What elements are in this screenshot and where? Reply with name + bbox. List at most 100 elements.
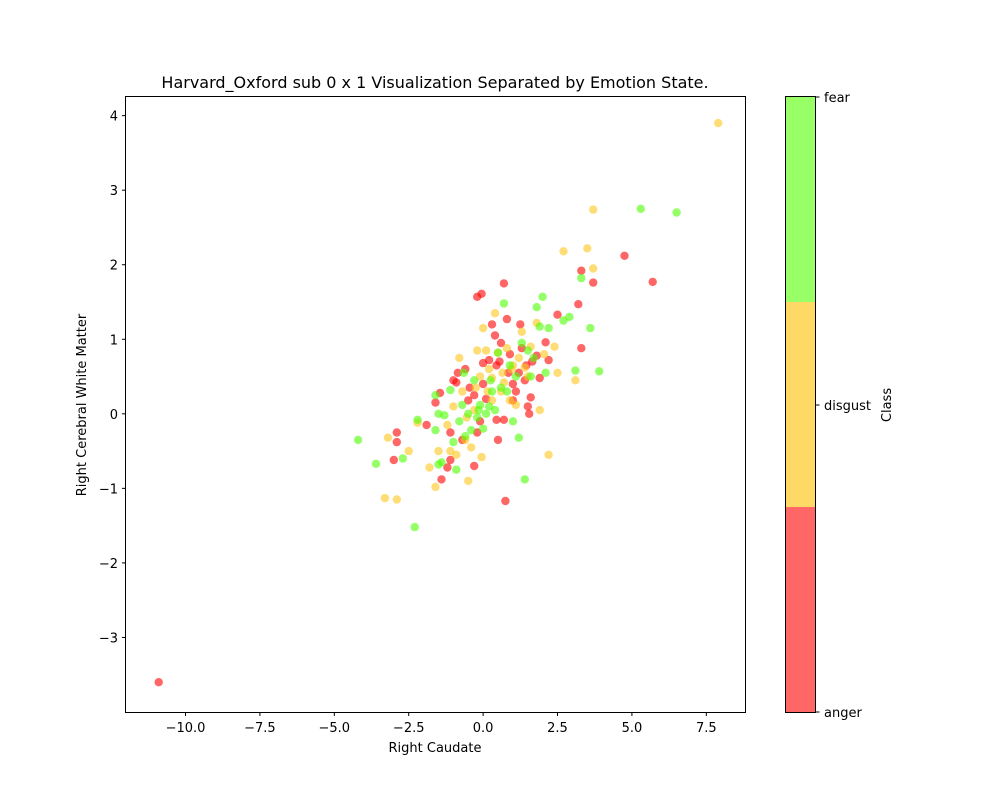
point-disgust-47 bbox=[380, 493, 390, 503]
point-fear-14 bbox=[520, 475, 529, 484]
point-anger-43 bbox=[511, 387, 521, 396]
point-disgust-40 bbox=[434, 446, 443, 456]
point-anger-35 bbox=[499, 279, 509, 288]
point-fear-43 bbox=[431, 426, 440, 435]
point-anger-0 bbox=[154, 678, 163, 687]
point-anger-2 bbox=[392, 437, 401, 447]
point-fear-34 bbox=[461, 432, 470, 441]
point-fear-12 bbox=[529, 353, 538, 363]
y-tick-label: −2 bbox=[99, 557, 118, 572]
x-tick-label: 7.5 bbox=[696, 721, 717, 736]
x-tick-label: 5.0 bbox=[622, 721, 643, 736]
point-fear-32 bbox=[467, 426, 476, 435]
point-fear-31 bbox=[470, 376, 479, 385]
point-anger-36 bbox=[499, 415, 509, 424]
point-fear-21 bbox=[499, 299, 509, 308]
point-disgust-45 bbox=[392, 495, 401, 504]
point-disgust-41 bbox=[431, 482, 440, 492]
point-disgust-0 bbox=[714, 118, 723, 128]
point-anger-3 bbox=[389, 455, 398, 465]
point-anger-19 bbox=[470, 461, 479, 471]
point-fear-48 bbox=[371, 459, 381, 468]
point-fear-45 bbox=[413, 415, 422, 424]
point-anger-31 bbox=[492, 415, 501, 424]
point-anger-28 bbox=[487, 320, 497, 329]
point-anger-7 bbox=[437, 475, 446, 484]
x-tick-label: −7.5 bbox=[244, 721, 276, 736]
point-fear-37 bbox=[452, 465, 461, 474]
point-disgust-46 bbox=[383, 433, 393, 442]
point-disgust-7 bbox=[550, 342, 559, 351]
point-anger-8 bbox=[443, 463, 452, 472]
colorbar-label-disgust: disgust bbox=[824, 399, 871, 414]
point-fear-33 bbox=[464, 409, 473, 418]
point-anger-50 bbox=[525, 409, 534, 418]
point-anger-63 bbox=[648, 277, 657, 287]
point-fear-4 bbox=[595, 367, 604, 376]
colorbar-label-anger: anger bbox=[824, 706, 862, 721]
colorbar-segment-fear bbox=[785, 97, 815, 302]
plot-frame bbox=[125, 96, 746, 713]
point-disgust-12 bbox=[520, 363, 529, 372]
point-fear-54 bbox=[541, 368, 550, 377]
x-tick-label: 2.5 bbox=[547, 721, 568, 736]
y-tick-label: −1 bbox=[99, 482, 118, 497]
point-disgust-38 bbox=[446, 446, 455, 456]
point-anger-54 bbox=[535, 373, 544, 383]
point-fear-1 bbox=[672, 208, 681, 217]
point-fear-5 bbox=[571, 366, 580, 375]
point-anger-61 bbox=[589, 278, 598, 287]
point-fear-11 bbox=[532, 303, 541, 312]
point-anger-59 bbox=[577, 266, 586, 275]
x-axis-label: Right Caudate bbox=[389, 741, 482, 756]
x-tick-label: 0.0 bbox=[473, 721, 494, 736]
point-anger-41 bbox=[508, 379, 518, 389]
point-disgust-17 bbox=[505, 396, 515, 405]
point-anger-9 bbox=[446, 428, 455, 437]
point-anger-34 bbox=[496, 338, 506, 348]
point-fear-42 bbox=[434, 409, 443, 418]
point-anger-17 bbox=[465, 383, 474, 392]
point-disgust-31 bbox=[467, 443, 476, 452]
point-disgust-26 bbox=[481, 346, 491, 355]
point-disgust-18 bbox=[502, 344, 512, 353]
point-disgust-35 bbox=[455, 353, 464, 363]
point-anger-51 bbox=[526, 393, 535, 402]
point-fear-38 bbox=[449, 437, 458, 447]
point-fear-53 bbox=[526, 372, 535, 381]
colorbar-label-fear: fear bbox=[824, 91, 851, 106]
point-anger-56 bbox=[544, 355, 553, 365]
point-fear-17 bbox=[511, 372, 521, 381]
y-tick-label: 3 bbox=[110, 184, 118, 199]
point-anger-13 bbox=[453, 368, 462, 377]
y-tick-label: 2 bbox=[110, 259, 118, 274]
point-fear-51 bbox=[459, 368, 468, 377]
y-tick-label: 1 bbox=[110, 333, 118, 348]
point-disgust-4 bbox=[559, 247, 568, 256]
point-anger-27 bbox=[484, 355, 494, 365]
point-disgust-25 bbox=[484, 364, 494, 374]
point-fear-3 bbox=[586, 323, 595, 333]
point-disgust-48 bbox=[477, 452, 486, 462]
point-disgust-53 bbox=[539, 350, 549, 359]
point-anger-45 bbox=[516, 320, 525, 329]
point-anger-12 bbox=[452, 378, 461, 387]
point-disgust-27 bbox=[478, 323, 488, 333]
point-anger-4 bbox=[422, 420, 431, 430]
point-fear-19 bbox=[505, 361, 515, 370]
point-anger-49 bbox=[523, 402, 532, 411]
x-tick-label: −10.0 bbox=[166, 721, 206, 736]
point-disgust-42 bbox=[425, 463, 434, 472]
x-tick-label: −5.0 bbox=[319, 721, 351, 736]
point-anger-10 bbox=[446, 455, 455, 465]
colorbar: fear disgust anger Class bbox=[785, 91, 895, 721]
point-fear-0 bbox=[636, 204, 645, 213]
point-fear-46 bbox=[410, 522, 419, 532]
point-disgust-15 bbox=[511, 400, 521, 410]
point-anger-16 bbox=[464, 396, 473, 405]
x-tick-label: −2.5 bbox=[393, 721, 425, 736]
point-fear-47 bbox=[398, 454, 407, 463]
point-fear-2 bbox=[577, 273, 586, 283]
point-fear-10 bbox=[535, 322, 544, 331]
x-axis: −10.0 −7.5 −5.0 −2.5 0.0 2.5 5.0 7.5 bbox=[166, 712, 717, 736]
